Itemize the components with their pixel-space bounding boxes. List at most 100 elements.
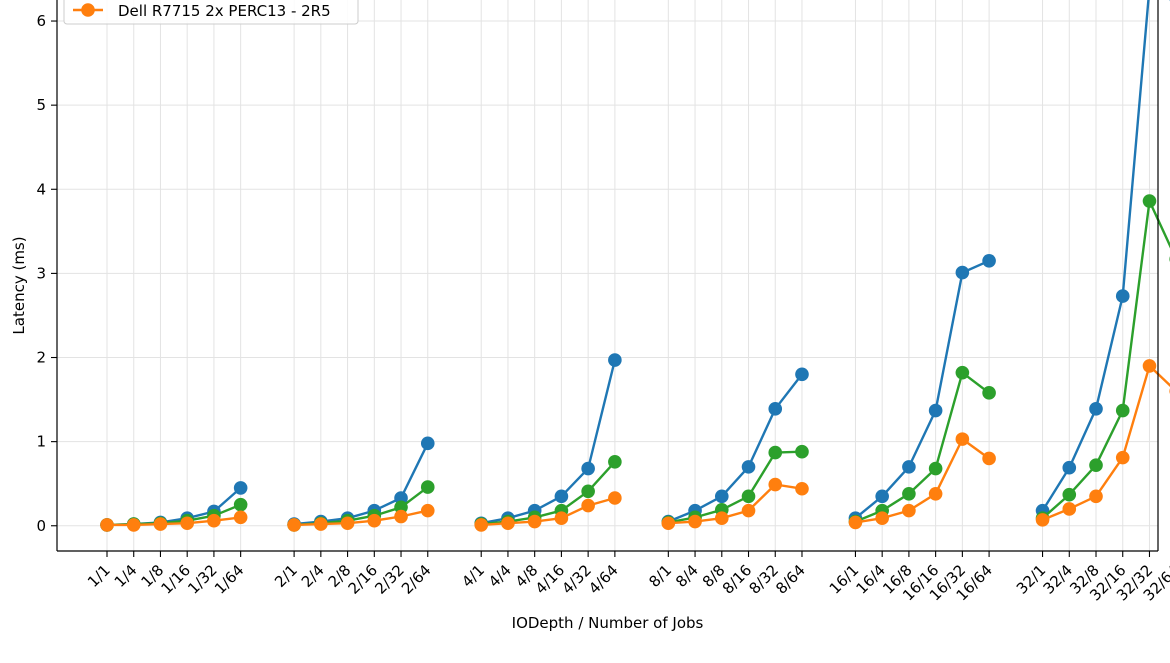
data-point xyxy=(581,484,595,499)
data-point xyxy=(554,511,569,525)
data-point xyxy=(1089,402,1103,416)
data-point xyxy=(1035,513,1050,527)
x-tick-label: 1/4 xyxy=(111,561,141,591)
x-tick-label: 1/64 xyxy=(211,561,248,598)
data-point xyxy=(474,518,489,532)
data-point xyxy=(928,403,943,418)
data-point xyxy=(955,432,970,446)
data-point xyxy=(126,518,141,532)
legend-box xyxy=(63,0,359,25)
data-point xyxy=(287,518,301,532)
y-tick-label: 6 xyxy=(36,12,46,30)
data-point xyxy=(1142,194,1157,208)
data-point xyxy=(367,513,382,528)
series-line xyxy=(668,450,803,524)
x-tick-label: 8/64 xyxy=(772,561,809,598)
data-point xyxy=(1142,359,1157,373)
x-tick-label: 4/4 xyxy=(485,561,515,591)
data-point xyxy=(340,516,355,531)
data-point xyxy=(1062,502,1077,516)
data-point xyxy=(233,510,248,525)
series-line xyxy=(854,371,990,523)
x-ticks: 1/11/41/81/161/321/64 2/12/42/82/162/322/… xyxy=(84,551,1170,604)
series-line xyxy=(293,442,429,526)
x-tick-label: 2/1 xyxy=(271,561,301,591)
series-layer xyxy=(100,0,1170,532)
y-tick-label: 0 xyxy=(36,517,46,535)
y-tick-label: 1 xyxy=(36,433,46,451)
data-point xyxy=(608,353,622,367)
x-tick-label: 4/1 xyxy=(458,561,488,591)
data-point xyxy=(608,491,622,505)
y-tick-label: 5 xyxy=(36,96,46,114)
data-point xyxy=(714,511,729,525)
data-point xyxy=(741,503,756,518)
data-point xyxy=(982,386,996,400)
data-point xyxy=(928,486,943,501)
data-point xyxy=(795,481,809,496)
data-point xyxy=(902,486,916,501)
data-point xyxy=(741,460,756,474)
x-axis-label: IODepth / Number of Jobs xyxy=(512,614,704,632)
data-point xyxy=(420,480,435,494)
data-point xyxy=(1062,487,1077,502)
x-tick-label: 1/1 xyxy=(84,561,114,591)
data-point xyxy=(688,514,702,529)
data-point xyxy=(207,513,221,528)
data-point xyxy=(875,489,889,504)
data-point xyxy=(741,489,756,504)
x-tick-label: 2/64 xyxy=(398,561,435,598)
data-point xyxy=(1089,489,1103,504)
data-point xyxy=(928,461,943,476)
data-point xyxy=(420,436,435,451)
data-point xyxy=(608,455,622,469)
data-point xyxy=(233,481,248,495)
data-point xyxy=(394,509,408,524)
y-tick-label: 4 xyxy=(36,180,46,198)
data-point xyxy=(100,518,114,532)
series-line xyxy=(481,460,616,526)
data-point xyxy=(1115,403,1130,418)
series-line xyxy=(1041,0,1150,512)
data-point xyxy=(795,367,809,382)
data-point xyxy=(982,451,996,466)
data-point xyxy=(527,514,542,529)
x-tick-label: 4/64 xyxy=(585,561,622,598)
data-point xyxy=(581,461,595,476)
data-point xyxy=(501,516,515,531)
legend-entry-label: Dell R7715 2x PERC13 - 2R5 xyxy=(118,2,331,20)
data-point xyxy=(1062,460,1077,475)
grid xyxy=(57,0,1158,551)
data-point xyxy=(661,516,676,531)
legend-dot-marker xyxy=(81,3,95,17)
data-point xyxy=(982,253,996,268)
x-tick-label: 8/4 xyxy=(672,561,702,591)
data-point xyxy=(848,515,863,530)
legend: Dell R7715 2x PERC13 - 2R5 xyxy=(63,0,359,25)
data-point xyxy=(1115,289,1130,303)
data-point xyxy=(902,460,916,474)
data-point xyxy=(875,511,889,525)
series-line xyxy=(294,486,429,527)
x-tick-label: 8/1 xyxy=(645,561,675,591)
data-point xyxy=(955,365,970,380)
data-point xyxy=(1089,458,1103,472)
data-point xyxy=(955,265,970,280)
data-point xyxy=(233,497,248,512)
data-point xyxy=(768,402,783,416)
data-point xyxy=(554,489,569,504)
data-point xyxy=(902,503,916,518)
y-axis-label: Latency (ms) xyxy=(10,236,28,334)
data-point xyxy=(180,516,194,531)
data-point xyxy=(420,503,435,518)
data-point xyxy=(768,445,783,460)
data-point xyxy=(795,444,809,459)
y-tick-label: 2 xyxy=(36,349,46,367)
data-point xyxy=(1115,450,1130,465)
x-tick-label: 2/4 xyxy=(298,561,328,591)
y-ticks: 0 1 2 3 4 5 6 xyxy=(36,12,57,535)
y-tick-label: 3 xyxy=(36,264,46,282)
data-point xyxy=(314,517,328,531)
data-point xyxy=(768,477,783,492)
